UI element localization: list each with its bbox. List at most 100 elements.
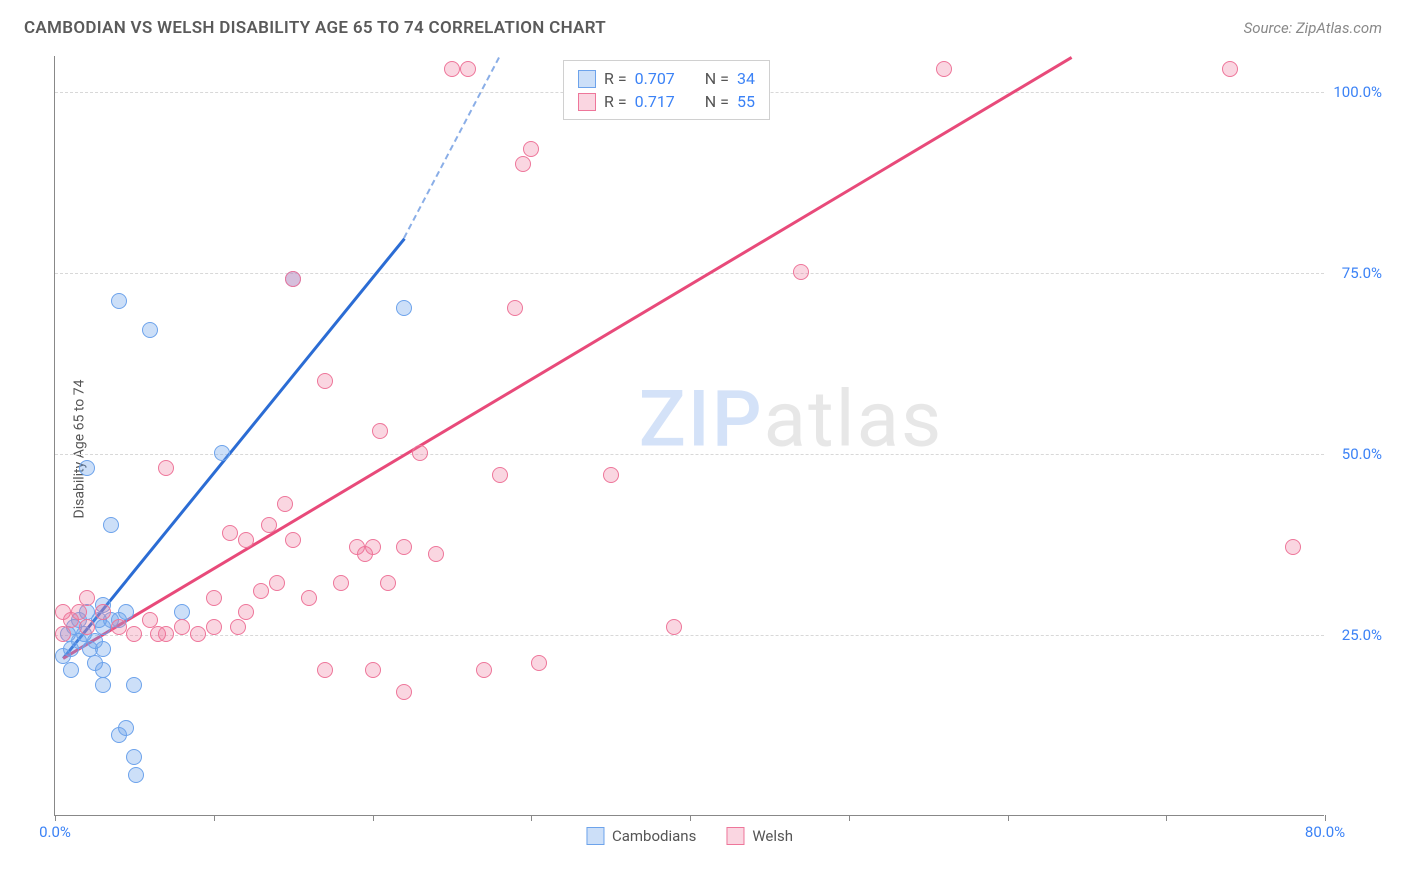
data-point [128, 767, 144, 783]
x-tick-mark [1166, 815, 1167, 821]
y-tick-label: 75.0% [1342, 264, 1382, 282]
data-point [95, 604, 111, 620]
data-point [118, 604, 134, 620]
data-point [55, 626, 71, 642]
chart-area: Disability Age 65 to 74 ZIPatlas 25.0%50… [54, 56, 1384, 842]
data-point [79, 619, 95, 635]
data-point [333, 575, 349, 591]
data-point [190, 626, 206, 642]
legend-row: R = 0.717 N = 55 [578, 90, 755, 113]
x-tick-mark [531, 815, 532, 821]
legend-swatch [726, 827, 744, 845]
data-point [1285, 539, 1301, 555]
legend-label: Cambodians [612, 827, 696, 845]
legend-n-value: 34 [737, 69, 755, 88]
legend-swatch [578, 70, 596, 88]
data-point [301, 590, 317, 606]
legend-item: Welsh [726, 827, 793, 845]
legend-row: R = 0.707 N = 34 [578, 67, 755, 90]
data-point [277, 496, 293, 512]
x-tick-mark [214, 815, 215, 821]
data-point [103, 517, 119, 533]
data-point [269, 575, 285, 591]
data-point [95, 677, 111, 693]
data-point [666, 619, 682, 635]
legend-r-label: R = [604, 92, 627, 111]
trend-line [62, 56, 1071, 659]
data-point [412, 445, 428, 461]
data-point [261, 517, 277, 533]
y-tick-label: 50.0% [1342, 445, 1382, 463]
chart-title: CAMBODIAN VS WELSH DISABILITY AGE 65 TO … [24, 18, 606, 38]
x-tick-mark [1325, 815, 1326, 821]
trend-line-dashed [403, 57, 500, 239]
data-point [253, 583, 269, 599]
legend-item: Cambodians [586, 827, 696, 845]
x-tick-mark [690, 815, 691, 821]
data-point [111, 619, 127, 635]
data-point [476, 662, 492, 678]
data-point [793, 264, 809, 280]
data-point [531, 655, 547, 671]
data-point [55, 604, 71, 620]
data-point [507, 300, 523, 316]
data-point [396, 300, 412, 316]
data-point [206, 619, 222, 635]
data-point [158, 626, 174, 642]
chart-header: CAMBODIAN VS WELSH DISABILITY AGE 65 TO … [0, 0, 1406, 48]
data-point [285, 532, 301, 548]
data-point [126, 749, 142, 765]
chart-source: Source: ZipAtlas.com [1244, 19, 1382, 37]
data-point [206, 590, 222, 606]
data-point [126, 626, 142, 642]
data-point [603, 467, 619, 483]
watermark-zip: ZIP [639, 375, 764, 466]
data-point [238, 532, 254, 548]
data-point [444, 61, 460, 77]
legend-swatch [578, 93, 596, 111]
data-point [317, 662, 333, 678]
data-point [936, 61, 952, 77]
data-point [79, 590, 95, 606]
data-point [126, 677, 142, 693]
data-point [317, 373, 333, 389]
y-tick-label: 25.0% [1342, 626, 1382, 644]
y-tick-label: 100.0% [1333, 83, 1382, 101]
x-tick-label: 80.0% [1305, 823, 1345, 841]
legend-n-label: N = [705, 92, 729, 111]
data-point [71, 604, 87, 620]
data-point [238, 604, 254, 620]
x-tick-label: 0.0% [39, 823, 71, 841]
legend-swatch [586, 827, 604, 845]
watermark-atlas: atlas [764, 375, 944, 466]
data-point [214, 445, 230, 461]
data-point [396, 539, 412, 555]
data-point [230, 619, 246, 635]
x-tick-mark [1008, 815, 1009, 821]
legend-r-value: 0.717 [635, 92, 675, 111]
legend-n-value: 55 [737, 92, 755, 111]
data-point [492, 467, 508, 483]
data-point [142, 612, 158, 628]
data-point [365, 662, 381, 678]
data-point [82, 641, 98, 657]
plot-region: ZIPatlas 25.0%50.0%75.0%100.0%0.0%80.0%R… [54, 56, 1324, 816]
legend-r-label: R = [604, 69, 627, 88]
data-point [142, 322, 158, 338]
x-tick-mark [55, 815, 56, 821]
correlation-legend: R = 0.707 N = 34 R = 0.717 N = 55 [563, 60, 770, 120]
data-point [285, 271, 301, 287]
gridline [55, 635, 1324, 636]
data-point [372, 423, 388, 439]
data-point [1222, 61, 1238, 77]
gridline [55, 273, 1324, 274]
legend-n-label: N = [705, 69, 729, 88]
x-tick-mark [373, 815, 374, 821]
legend-r-value: 0.707 [635, 69, 675, 88]
data-point [365, 539, 381, 555]
data-point [428, 546, 444, 562]
data-point [174, 619, 190, 635]
data-point [111, 293, 127, 309]
data-point [158, 460, 174, 476]
data-point [460, 61, 476, 77]
